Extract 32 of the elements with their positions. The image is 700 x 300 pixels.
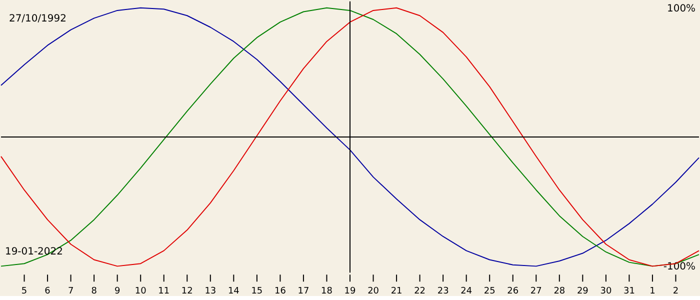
x-tick-label: 18 <box>321 286 333 297</box>
x-tick-label: 9 <box>114 286 120 297</box>
x-tick-label: 12 <box>181 286 193 297</box>
x-tick-label: 1 <box>650 286 656 297</box>
x-tick-label: 16 <box>274 286 286 297</box>
x-tick-label: 25 <box>484 286 496 297</box>
x-tick-label: 2 <box>672 286 679 297</box>
x-tick-label: 6 <box>44 286 51 297</box>
x-tick-label: 7 <box>68 286 74 297</box>
x-tick-label: 13 <box>204 286 216 297</box>
x-tick-label: 23 <box>437 286 449 297</box>
x-tick-label: 22 <box>414 286 426 297</box>
x-tick-label: 31 <box>623 286 635 297</box>
x-tick-label: 5 <box>21 286 28 297</box>
x-tick-label: 10 <box>134 286 147 297</box>
x-tick-label: 29 <box>576 286 589 297</box>
x-tick-label: 20 <box>368 286 380 297</box>
x-tick-label: 8 <box>91 286 98 297</box>
x-tick-label: 27 <box>530 286 542 297</box>
x-tick-label: 21 <box>390 286 402 297</box>
x-tick-label: 30 <box>600 286 612 297</box>
x-tick-label: 28 <box>554 286 566 297</box>
x-tick-label: 19 <box>344 286 356 297</box>
x-tick-label: 11 <box>158 286 170 297</box>
x-tick-label: 24 <box>460 286 472 297</box>
x-tick-label: 15 <box>251 286 263 297</box>
y-tick-label: 100% <box>667 3 696 14</box>
x-tick-label: 14 <box>228 286 240 297</box>
x-tick-label: 17 <box>298 286 310 297</box>
annotation: 27/10/1992 <box>8 13 66 24</box>
x-tick-label: 26 <box>507 286 519 297</box>
y-tick-label: -100% <box>663 262 696 273</box>
